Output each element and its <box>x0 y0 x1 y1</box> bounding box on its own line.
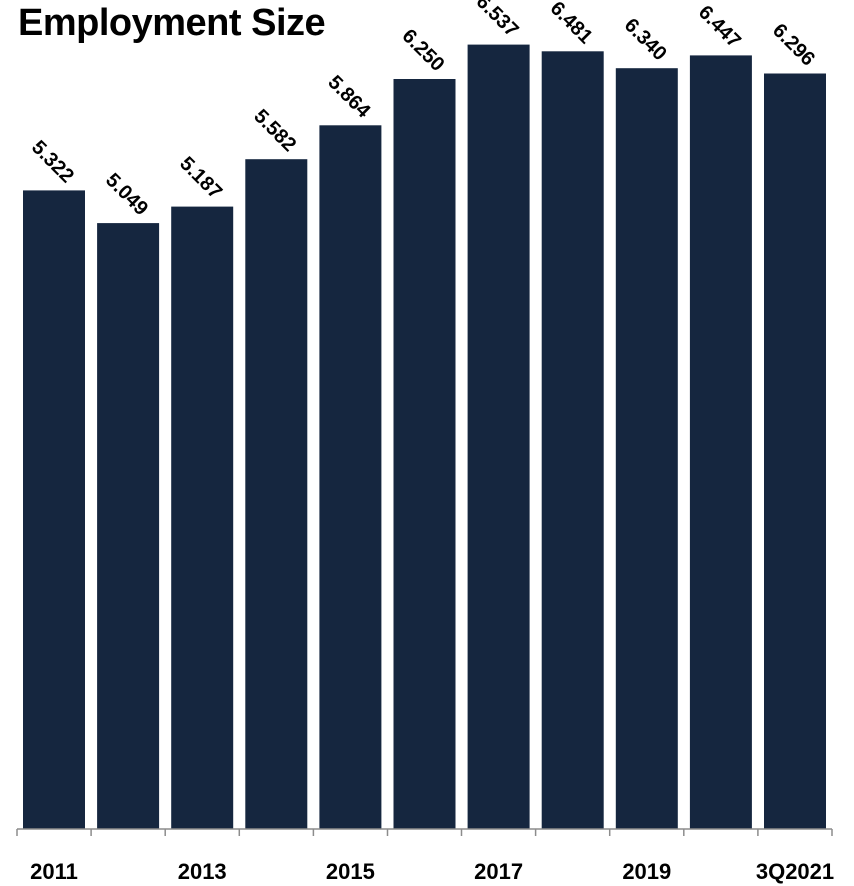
bar-2012 <box>97 223 160 830</box>
bar-3Q2021 <box>764 73 826 829</box>
data-label-2015: 5.864 <box>323 71 375 123</box>
bar-2020 <box>689 55 752 829</box>
chart-title: Employment Size <box>18 2 326 44</box>
data-label-2019: 6.340 <box>620 14 671 65</box>
x-tick-label-2019: 2019 <box>622 859 671 884</box>
bar-2019 <box>615 68 678 829</box>
bar-2017 <box>467 44 530 830</box>
bar-2016 <box>393 79 456 829</box>
bars-layer <box>23 44 826 830</box>
data-label-2012: 5.049 <box>101 169 152 220</box>
data-label-2014: 5.582 <box>249 105 300 156</box>
data-label-2020: 6.447 <box>694 1 745 52</box>
bar-2015 <box>319 125 382 830</box>
x-tick-label-2013: 2013 <box>178 859 227 884</box>
data-label-3Q2021: 6.296 <box>768 20 819 71</box>
bar-2013 <box>171 206 234 830</box>
x-axis: 2011 2013 2015 2017 2019 3Q2021 <box>16 828 834 884</box>
bar-2011 <box>23 190 85 829</box>
bar-2014 <box>245 159 308 829</box>
data-label-2011: 5.322 <box>27 136 78 187</box>
x-tick-label-3Q2021: 3Q2021 <box>756 859 834 884</box>
bar-2018 <box>541 51 604 830</box>
x-tick-label-2011: 2011 <box>30 859 78 884</box>
data-label-2016: 6.250 <box>398 25 449 76</box>
x-tick-label-2015: 2015 <box>326 859 375 884</box>
x-tick-label-2017: 2017 <box>474 859 523 884</box>
data-label-2013: 5.187 <box>175 153 226 204</box>
data-label-2017: 6.537 <box>472 0 523 42</box>
data-label-2018: 6.481 <box>546 0 597 48</box>
